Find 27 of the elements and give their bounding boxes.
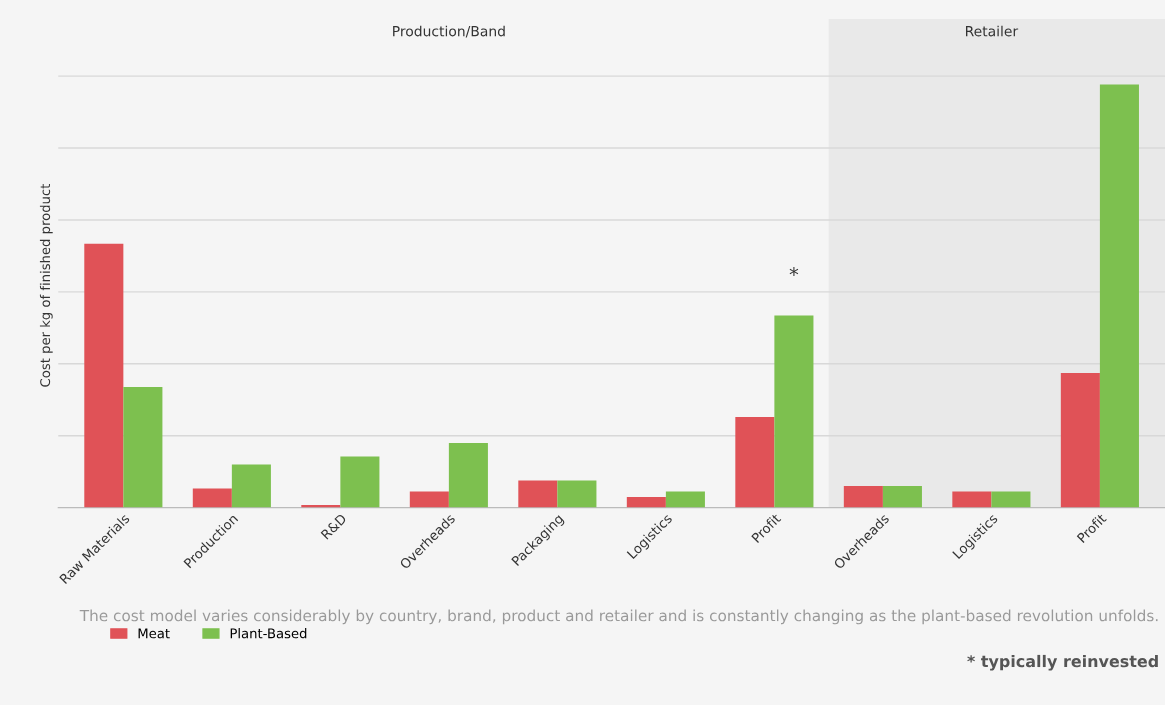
bar — [518, 480, 558, 508]
bar — [1099, 84, 1139, 508]
text: Production/Band — [393, 25, 505, 38]
bar — [409, 491, 449, 508]
bar — [192, 488, 232, 508]
bar — [991, 491, 1031, 508]
bar — [557, 480, 597, 508]
bar — [448, 442, 488, 508]
bar — [735, 417, 775, 508]
text: * typically reinvested — [967, 654, 1158, 671]
bar — [665, 491, 705, 508]
legend-label: Meat — [138, 628, 170, 639]
bar — [1060, 373, 1100, 508]
bar — [231, 464, 271, 508]
bar — [843, 486, 883, 508]
text: The cost model varies considerably by country, brand, product and retailer and is constantly changing as the plant-based revolution unfolds. — [79, 609, 1158, 625]
bar — [84, 243, 124, 508]
annotation: * — [789, 267, 799, 276]
bar — [123, 387, 163, 508]
bar — [774, 315, 814, 508]
bar — [626, 497, 666, 508]
bar — [340, 456, 380, 508]
bar — [882, 486, 922, 508]
y-axis-title: Cost per kg of finished product — [39, 183, 53, 387]
legend-label: Plant-Based — [230, 628, 307, 639]
bar — [952, 491, 992, 508]
text: Retailer — [966, 25, 1019, 37]
